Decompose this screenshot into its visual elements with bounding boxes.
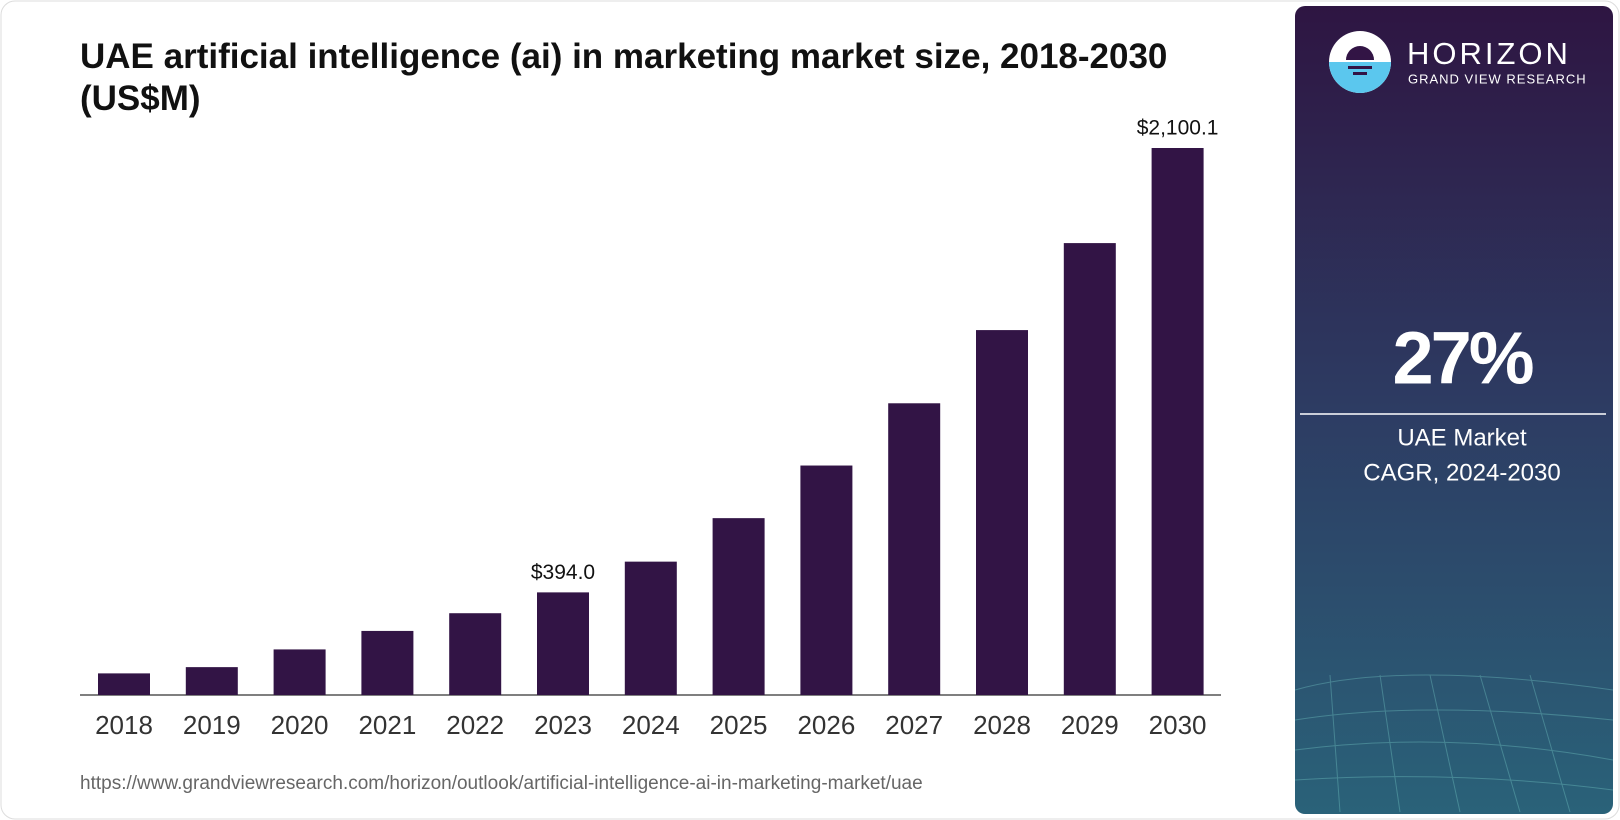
period-label: CAGR, 2024-2030 [1363, 459, 1560, 486]
x-tick-label: 2026 [797, 710, 855, 740]
x-tick-label: 2022 [446, 710, 504, 740]
bar [449, 613, 502, 695]
logo-line [1353, 72, 1367, 75]
bar [98, 673, 150, 695]
brand-sub: GRAND VIEW RESEARCH [1408, 71, 1587, 86]
bar [1063, 243, 1116, 695]
market-label: UAE Market [1397, 424, 1527, 451]
bar [361, 630, 414, 695]
side-panel [1295, 6, 1613, 814]
bar [1151, 148, 1204, 695]
logo-line [1348, 66, 1372, 69]
x-tick-label: 2023 [534, 710, 592, 740]
logo-sun [1346, 46, 1374, 60]
x-tick-label: 2027 [885, 710, 943, 740]
cagr-value: 27% [1392, 317, 1532, 400]
x-tick-label: 2021 [358, 710, 416, 740]
brand: HORIZON [1407, 36, 1571, 71]
bar [185, 667, 238, 695]
chart-title: UAE artificial intelligence (ai) in mark… [80, 37, 1167, 118]
x-tick-label: 2025 [710, 710, 768, 740]
bar [624, 561, 677, 695]
bar [888, 403, 941, 695]
value-label: $394.0 [531, 561, 595, 584]
bar [537, 592, 589, 695]
x-tick-label: 2018 [95, 710, 153, 740]
x-tick-label: 2029 [1061, 710, 1119, 740]
x-tick-label: 2024 [622, 710, 680, 740]
x-tick-label: 2028 [973, 710, 1031, 740]
source: https://www.grandviewresearch.com/horizo… [80, 773, 923, 794]
bar [976, 330, 1028, 695]
bar [800, 465, 853, 695]
value-label: $2,100.1 [1137, 117, 1219, 140]
x-tick-label: 2019 [183, 710, 241, 740]
panel-pattern [1294, 674, 1614, 813]
logo-water [1329, 62, 1391, 93]
bar [273, 649, 326, 695]
x-tick-label: 2030 [1149, 710, 1207, 740]
bar [712, 518, 765, 695]
x-tick-label: 2020 [271, 710, 329, 740]
